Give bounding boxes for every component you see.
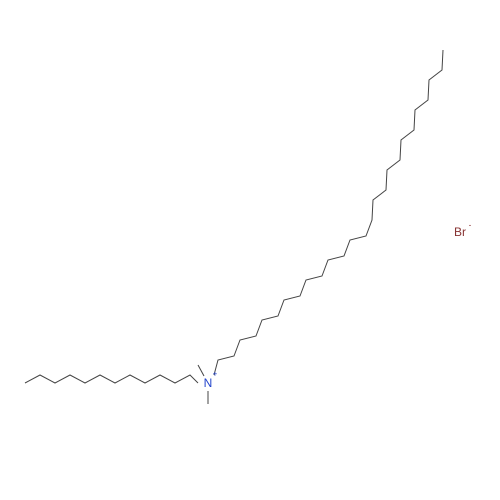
dodecyl-chain [25, 375, 198, 383]
atom-Br: Br [454, 225, 466, 239]
atom-minus: - [469, 221, 472, 230]
octadecyl-chain [214, 50, 443, 375]
atom-N: N [204, 376, 213, 390]
molecule-diagram: N+ Br- [0, 0, 500, 500]
atom-plus: + [213, 370, 218, 379]
methyl-1 [198, 365, 204, 376]
